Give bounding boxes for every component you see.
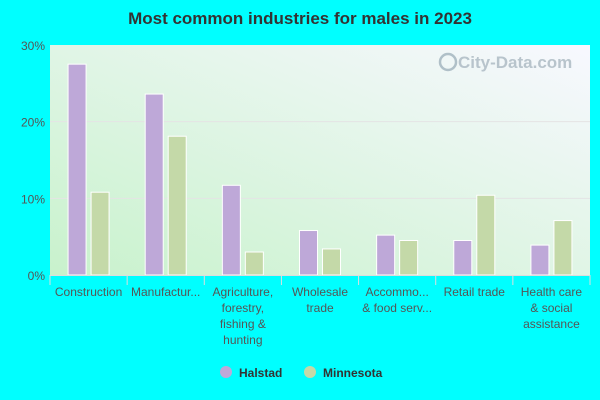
bar-minnesota[interactable]: [553, 220, 573, 276]
y-tick-label: 30%: [21, 39, 45, 53]
y-tick-label: 10%: [21, 192, 45, 206]
bar-halstad[interactable]: [144, 93, 164, 276]
bar-halstad[interactable]: [299, 230, 318, 276]
bar-minnesota[interactable]: [167, 135, 187, 276]
x-category-label: hunting: [223, 333, 262, 347]
bar-minnesota[interactable]: [476, 194, 496, 276]
x-category-label: Wholesale: [292, 285, 348, 299]
bar-halstad[interactable]: [530, 244, 550, 276]
legend-swatch: [304, 366, 316, 378]
bar-minnesota[interactable]: [90, 191, 110, 276]
x-category-label: Construction: [55, 285, 122, 299]
x-category-label: fishing &: [220, 317, 266, 331]
x-category-label: forestry,: [222, 301, 264, 315]
legend-label[interactable]: Halstad: [239, 366, 282, 380]
x-category-label: assistance: [523, 317, 580, 331]
bar-halstad[interactable]: [376, 234, 396, 276]
bar-halstad[interactable]: [67, 63, 87, 276]
x-category-label: Manufactur...: [131, 285, 200, 299]
bar-minnesota[interactable]: [244, 251, 264, 276]
y-tick-label: 20%: [21, 116, 45, 130]
legend-label[interactable]: Minnesota: [323, 366, 383, 380]
magnifier-icon: [438, 52, 458, 72]
chart-title: Most common industries for males in 2023: [128, 9, 472, 28]
x-category-label: Health care: [521, 285, 583, 299]
y-tick-label: 0%: [28, 269, 46, 283]
bar-halstad[interactable]: [221, 184, 241, 276]
x-category-label: & social: [530, 301, 572, 315]
plot-area: [50, 45, 590, 275]
watermark-text: City-Data.com: [458, 53, 572, 72]
watermark: City-Data.com: [438, 52, 572, 72]
legend-swatch: [220, 366, 232, 378]
x-category-label: Agriculture,: [213, 285, 274, 299]
x-category-label: trade: [306, 301, 334, 315]
bar-minnesota[interactable]: [322, 248, 341, 276]
bar-minnesota[interactable]: [399, 240, 419, 276]
x-category-label: & food serv...: [362, 301, 432, 315]
bar-halstad[interactable]: [453, 240, 473, 276]
x-category-label: Retail trade: [444, 285, 506, 299]
x-category-label: Accommo...: [365, 285, 428, 299]
